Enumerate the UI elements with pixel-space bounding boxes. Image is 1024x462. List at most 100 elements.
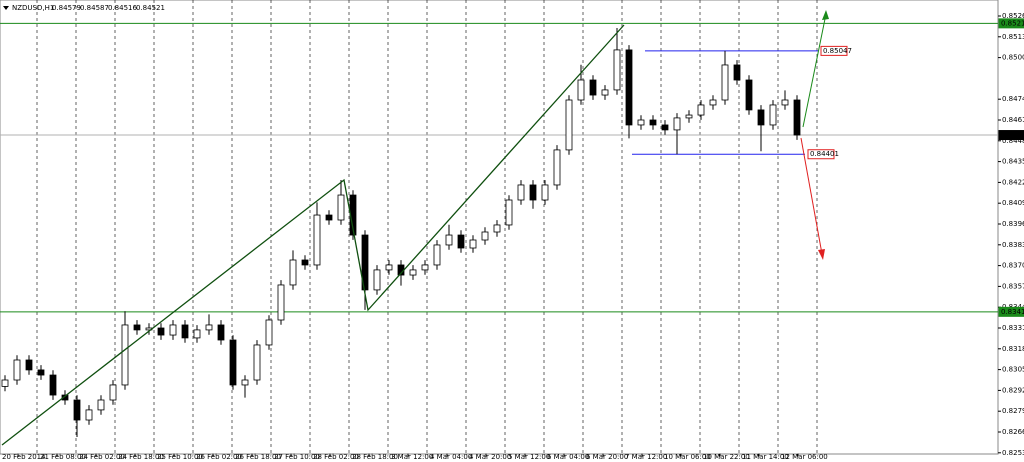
y-tick-label: 0.82925 [1002,386,1024,394]
price-box-label: 0.85219 [1001,19,1024,27]
up-arrow-head [822,10,829,20]
range-label-box [807,149,835,160]
candle-body [481,231,489,241]
candle-body [553,149,561,186]
candle-body [649,119,657,126]
x-tick-label: 28 Feb 18:00 [352,453,398,461]
candle-body [781,99,789,106]
x-tick-label: 28 Feb 02:00 [313,453,359,461]
x-tick-label: 10 Mar 06:00 [664,453,711,461]
x-tick-label: 11 Mar 14:00 [742,453,789,461]
candle-body [217,324,225,341]
y-tick-label: 0.84745 [1002,95,1024,103]
candle-body [37,369,45,376]
header-value: 0.84579 [52,4,81,12]
candle-body [433,244,441,266]
candle-body [517,184,525,201]
candle-body [25,359,33,371]
candle-body [289,259,297,286]
candle-body [493,224,501,233]
candle-body [301,259,309,266]
price-box [998,130,1024,141]
y-tick-label: 0.82795 [1002,407,1024,415]
candle-body [169,324,177,336]
candle-body [121,324,129,386]
y-tick-label: 0.82535 [1002,449,1024,457]
y-tick-label: 0.83315 [1002,324,1024,332]
x-tick-label: 21 Feb 08:00 [40,453,86,461]
candle-body [313,214,321,266]
candle-body [205,324,213,331]
price-box-label: 0.83416 [1001,308,1024,316]
candle-body [337,194,345,221]
y-tick-label: 0.84355 [1002,158,1024,166]
price-box [998,306,1024,317]
x-tick-label: 10 Mar 22:00 [703,453,750,461]
y-tick-label: 0.85135 [1002,33,1024,41]
y-tick-label: 0.83055 [1002,366,1024,374]
candle-body [157,327,165,336]
candle-body [193,329,201,339]
candle-body [61,394,69,401]
header-value: 0.84521 [136,4,165,12]
y-tick-label: 0.85005 [1002,54,1024,62]
candle-body [49,374,57,396]
x-tick-label: 5 Mar 12:00 [508,453,550,461]
candle-body [613,49,621,91]
y-tick-label: 0.83965 [1002,220,1024,228]
up-arrow [802,13,827,128]
candle-body [601,89,609,96]
candle-body [277,284,285,321]
x-tick-label: 27 Feb 10:00 [274,453,320,461]
x-tick-label: 4 Mar 04:00 [430,453,472,461]
candle-body [241,379,249,386]
candles [1,28,801,437]
candle-body [361,234,369,291]
candle-body [421,264,429,271]
candle-body [589,79,597,96]
y-tick-label: 0.83575 [1002,282,1024,290]
candle-body [457,234,465,249]
candle-body [409,269,417,276]
x-tick-label: 6 Mar 20:00 [586,453,628,461]
x-tick-label: 26 Feb 18:00 [235,453,281,461]
y-tick-label: 0.83185 [1002,345,1024,353]
menu-arrow[interactable] [3,6,9,10]
candle-body [109,384,117,401]
candle-body [505,199,513,226]
candle-body [445,234,453,246]
candle-body [697,104,705,116]
candle-body [577,79,585,101]
range-label: 0.84401 [810,150,839,158]
candle-body [757,109,765,126]
x-tick-label: 24 Feb 18:00 [118,453,164,461]
y-tick-label: 0.82665 [1002,428,1024,436]
candle-body [469,239,477,249]
down-arrow [800,137,823,255]
y-tick-label: 0.83835 [1002,241,1024,249]
candle-body [85,409,93,421]
candle-body [721,64,729,101]
candle-body [133,324,141,331]
candle-body [385,264,393,271]
header-value: 0.84516 [108,4,137,12]
candle-body [661,124,669,131]
candle-body [373,269,381,291]
candle-body [325,214,333,221]
candle-body [529,184,537,201]
y-tick-label: 0.84225 [1002,178,1024,186]
candle-body [229,339,237,386]
x-tick-label: 24 Feb 02:00 [79,453,125,461]
x-tick-label: 4 Mar 20:00 [469,453,511,461]
range-label-box [820,45,848,56]
x-tick-label: 6 Mar 04:00 [547,453,589,461]
candle-body [541,184,549,201]
candle-body [637,119,645,126]
x-tick-label: 26 Feb 02:00 [196,453,242,461]
y-tick-label: 0.84095 [1002,199,1024,207]
candle-body [733,64,741,81]
candle-body [709,99,717,106]
candle-body [625,49,633,126]
